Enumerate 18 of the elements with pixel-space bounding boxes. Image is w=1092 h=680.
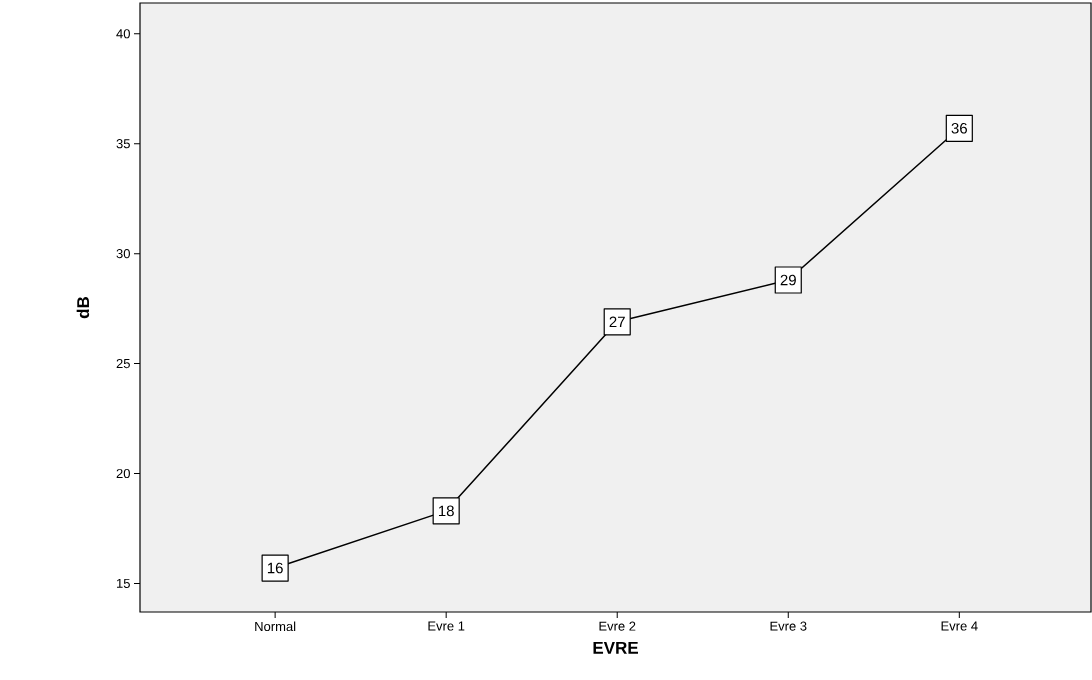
y-tick-label: 30 xyxy=(116,249,130,259)
data-label: 29 xyxy=(780,274,796,286)
y-axis-title: dB xyxy=(76,296,90,319)
x-axis-title: EVRE xyxy=(593,641,638,654)
x-tick-label: Evre 2 xyxy=(599,621,636,631)
data-label: 16 xyxy=(267,562,283,574)
x-tick-label: Normal xyxy=(255,621,296,632)
y-tick-label: 15 xyxy=(117,578,130,588)
x-tick-label: Evre 3 xyxy=(770,621,807,631)
y-tick-label: 35 xyxy=(116,139,130,149)
data-label: 27 xyxy=(609,316,625,328)
data-label: 18 xyxy=(438,505,454,517)
y-tick-label: 40 xyxy=(116,29,130,39)
y-tick-label: 20 xyxy=(116,468,130,479)
y-tick-label: 25 xyxy=(116,358,130,369)
x-tick-label: Evre 1 xyxy=(428,621,465,631)
data-label: 36 xyxy=(951,123,967,134)
x-tick-label: Evre 4 xyxy=(941,621,978,631)
